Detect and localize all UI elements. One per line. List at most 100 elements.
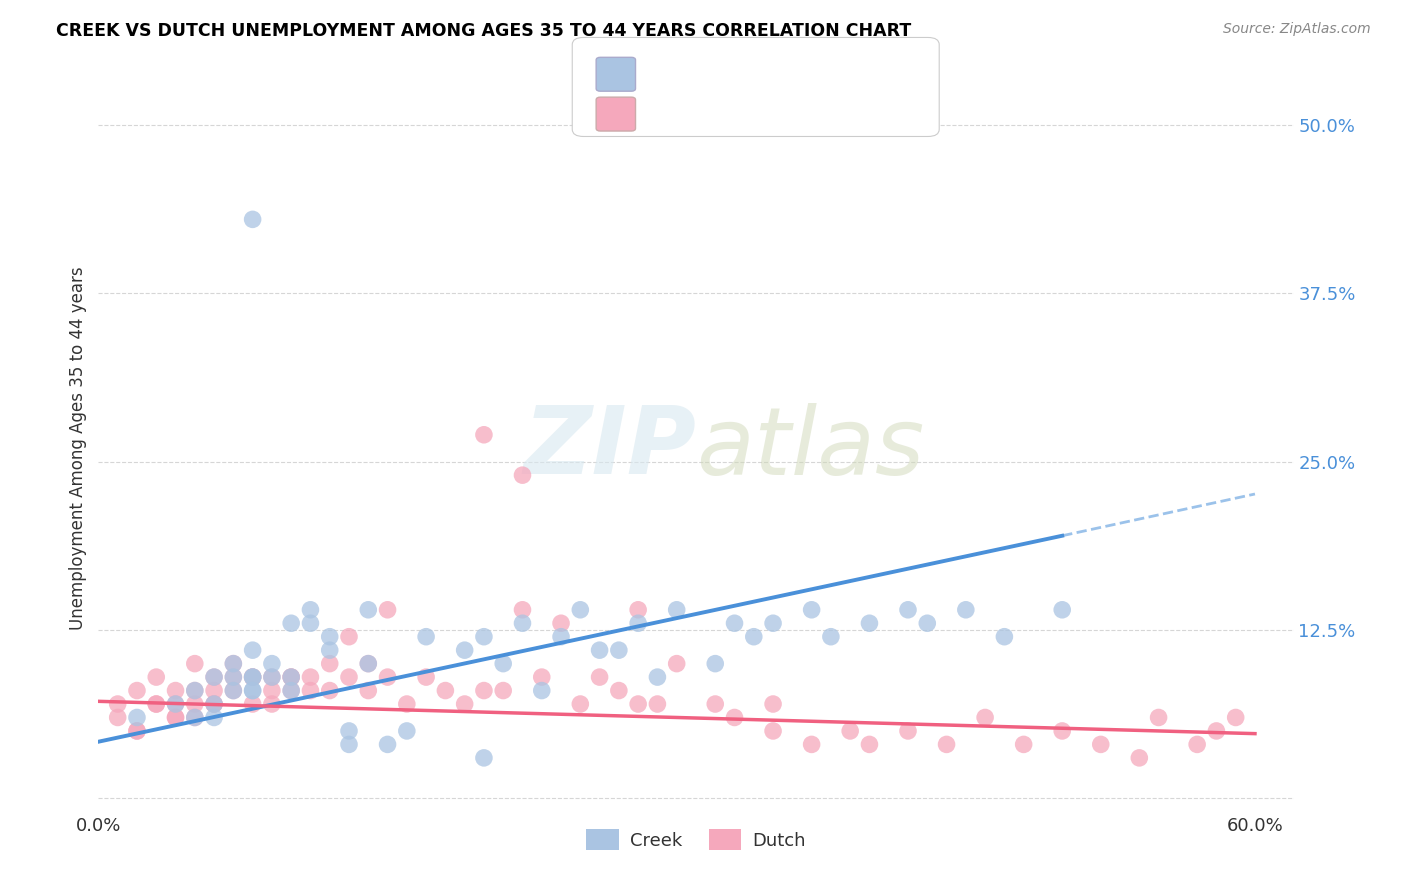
Point	[1090, 738, 1112, 752]
Point	[299, 603, 322, 617]
Point	[762, 697, 785, 711]
Point	[222, 670, 245, 684]
Point	[472, 751, 495, 765]
Point	[184, 683, 207, 698]
Point	[762, 616, 785, 631]
Text: R =: R =	[643, 65, 679, 83]
Point	[319, 643, 342, 657]
Point	[107, 710, 129, 724]
Point	[1050, 603, 1073, 617]
Legend: Creek, Dutch: Creek, Dutch	[579, 822, 813, 857]
Point	[184, 683, 207, 698]
Point	[242, 670, 264, 684]
Point	[569, 603, 592, 617]
Point	[165, 697, 187, 711]
Point	[897, 603, 920, 617]
Point	[665, 657, 688, 671]
Point	[299, 670, 322, 684]
Point	[260, 670, 283, 684]
Point	[704, 697, 727, 711]
Point	[530, 683, 553, 698]
Point	[145, 697, 167, 711]
Point	[202, 697, 225, 711]
Point	[337, 630, 360, 644]
Point	[184, 710, 207, 724]
Point	[512, 603, 534, 617]
Point	[260, 657, 283, 671]
Point	[530, 670, 553, 684]
Point	[665, 603, 688, 617]
Point	[242, 697, 264, 711]
Point	[337, 670, 360, 684]
Point	[107, 697, 129, 711]
Point	[550, 630, 572, 644]
Point	[280, 670, 302, 684]
Point	[492, 683, 515, 698]
Point	[723, 710, 745, 724]
Point	[357, 603, 380, 617]
Point	[242, 212, 264, 227]
Text: N =: N =	[772, 105, 808, 123]
Point	[647, 670, 669, 684]
Point	[723, 616, 745, 631]
Point	[858, 738, 880, 752]
Point	[762, 723, 785, 738]
Point	[453, 697, 475, 711]
Point	[395, 723, 418, 738]
Point	[299, 683, 322, 698]
Point	[260, 670, 283, 684]
Point	[472, 630, 495, 644]
Point	[202, 697, 225, 711]
Text: 78: 78	[811, 105, 837, 123]
Point	[319, 683, 342, 698]
Point	[280, 670, 302, 684]
Point	[280, 616, 302, 631]
Point	[165, 710, 187, 724]
Point	[337, 723, 360, 738]
Point	[800, 738, 823, 752]
Point	[377, 738, 399, 752]
Point	[222, 657, 245, 671]
Point	[242, 670, 264, 684]
Point	[280, 683, 302, 698]
Point	[280, 670, 302, 684]
Point	[917, 616, 939, 631]
Point	[242, 683, 264, 698]
Point	[647, 697, 669, 711]
Point	[357, 657, 380, 671]
Point	[222, 657, 245, 671]
Point	[1050, 723, 1073, 738]
Point	[357, 683, 380, 698]
Point	[184, 697, 207, 711]
Point	[145, 670, 167, 684]
Point	[222, 683, 245, 698]
Text: ZIP: ZIP	[523, 402, 696, 494]
Point	[704, 657, 727, 671]
Y-axis label: Unemployment Among Ages 35 to 44 years: Unemployment Among Ages 35 to 44 years	[69, 267, 87, 630]
Point	[202, 697, 225, 711]
Point	[242, 670, 264, 684]
Point	[897, 723, 920, 738]
Point	[607, 683, 630, 698]
Point	[453, 643, 475, 657]
Point	[627, 697, 650, 711]
Point	[125, 723, 148, 738]
Text: 0.317: 0.317	[685, 65, 748, 83]
Point	[588, 670, 610, 684]
Point	[202, 683, 225, 698]
Point	[1225, 710, 1247, 724]
Point	[993, 630, 1015, 644]
Point	[627, 603, 650, 617]
Point	[202, 670, 225, 684]
Point	[395, 697, 418, 711]
Point	[165, 710, 187, 724]
Point	[820, 630, 842, 644]
Point	[839, 723, 862, 738]
Point	[1012, 738, 1035, 752]
Point	[319, 630, 342, 644]
Point	[858, 616, 880, 631]
Point	[377, 603, 399, 617]
Point	[242, 643, 264, 657]
Point	[125, 723, 148, 738]
Point	[512, 616, 534, 631]
